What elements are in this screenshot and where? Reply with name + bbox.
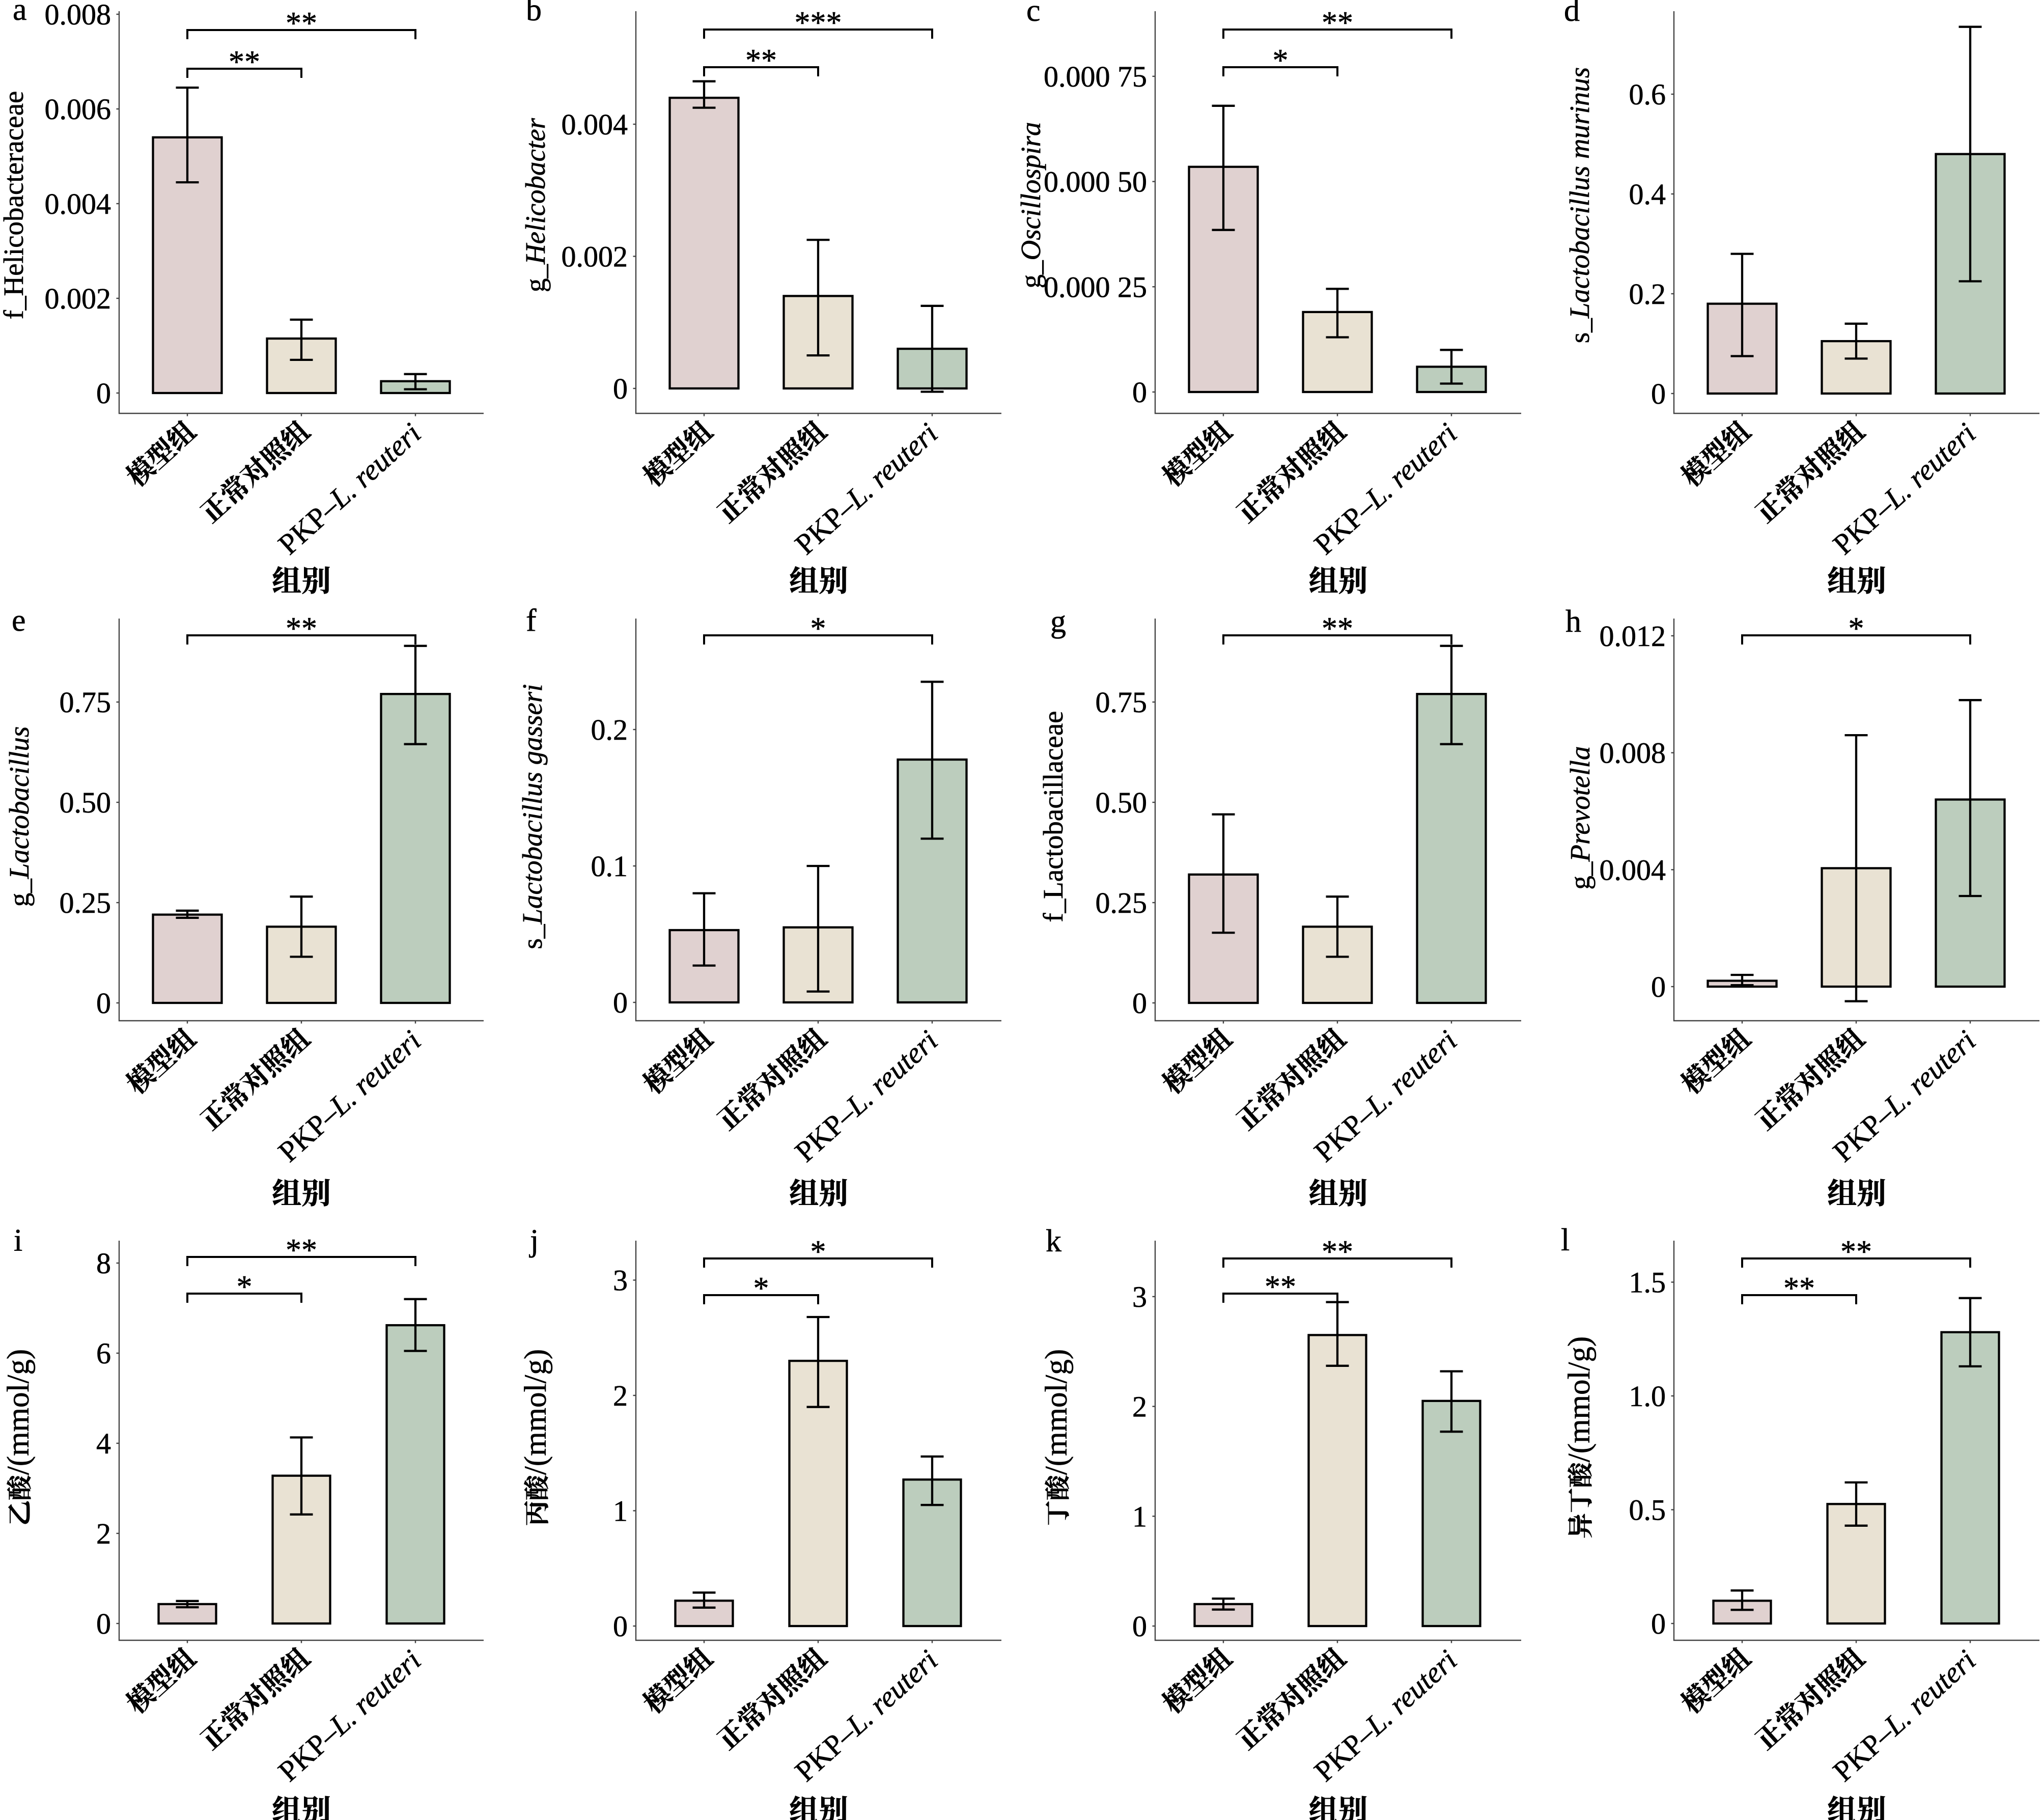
svg-text:0: 0 — [1651, 377, 1666, 410]
svg-text:c: c — [1026, 0, 1041, 28]
svg-text:Lactobacillus murinus: Lactobacillus murinus — [1564, 67, 1595, 319]
svg-text:0: 0 — [613, 1610, 628, 1643]
svg-text:0.5: 0.5 — [1629, 1494, 1666, 1527]
svg-text:3: 3 — [1132, 1280, 1147, 1313]
svg-text:0: 0 — [96, 1607, 111, 1640]
svg-text:0: 0 — [613, 372, 628, 405]
svg-text:h: h — [1565, 604, 1581, 639]
svg-text:8: 8 — [96, 1247, 111, 1280]
svg-text:*: * — [1849, 611, 1864, 646]
svg-text:0.000 50: 0.000 50 — [1044, 165, 1147, 199]
svg-text:Prevotella: Prevotella — [1564, 746, 1596, 862]
svg-text:2: 2 — [96, 1517, 111, 1550]
svg-text:g: g — [1050, 604, 1066, 639]
svg-text:0.75: 0.75 — [60, 686, 111, 719]
svg-text:0.000 25: 0.000 25 — [1044, 270, 1147, 303]
svg-text:**: ** — [286, 611, 317, 646]
svg-text:e: e — [12, 603, 26, 638]
svg-text:0.25: 0.25 — [60, 886, 111, 919]
svg-text:f: f — [526, 603, 537, 638]
svg-text:**: ** — [1322, 611, 1353, 646]
svg-text:*: * — [1273, 43, 1289, 78]
svg-text:0.75: 0.75 — [1096, 686, 1148, 719]
svg-text:0.50: 0.50 — [1096, 786, 1148, 819]
svg-text:2: 2 — [613, 1379, 628, 1412]
svg-text:*: * — [237, 1270, 253, 1304]
svg-text:0.008: 0.008 — [1600, 737, 1666, 770]
svg-text:0.000 75: 0.000 75 — [1044, 60, 1147, 93]
svg-text:0.6: 0.6 — [1629, 78, 1666, 111]
svg-text:**: ** — [1265, 1270, 1296, 1304]
svg-text:**: ** — [745, 43, 777, 78]
svg-text:0: 0 — [1651, 970, 1666, 1003]
svg-text:d: d — [1564, 0, 1580, 28]
svg-text:Lactobacillus: Lactobacillus — [4, 726, 35, 879]
svg-text:**: ** — [1322, 6, 1353, 40]
svg-text:1: 1 — [613, 1495, 628, 1528]
svg-text:0.2: 0.2 — [591, 713, 628, 746]
svg-text:0.002: 0.002 — [562, 240, 628, 273]
svg-text:/(mmol/g): /(mmol/g) — [1562, 1336, 1597, 1462]
svg-text:Helicobacter: Helicobacter — [520, 118, 551, 265]
svg-text:0.004: 0.004 — [562, 108, 628, 141]
svg-text:g_: g_ — [1564, 861, 1596, 890]
svg-text:0.008: 0.008 — [45, 0, 111, 31]
svg-text:i: i — [14, 1223, 22, 1258]
svg-text:0.004: 0.004 — [45, 187, 111, 220]
svg-text:s_: s_ — [517, 924, 548, 949]
svg-text:1.0: 1.0 — [1629, 1380, 1666, 1413]
svg-text:**: ** — [229, 45, 260, 79]
svg-text:6: 6 — [96, 1337, 111, 1370]
svg-text:**: ** — [1840, 1235, 1872, 1269]
svg-text:**: ** — [1783, 1271, 1815, 1306]
svg-text:1.5: 1.5 — [1629, 1266, 1666, 1299]
svg-text:/(mmol/g): /(mmol/g) — [519, 1349, 553, 1475]
svg-text:0.2: 0.2 — [1629, 277, 1666, 311]
svg-text:0.012: 0.012 — [1600, 620, 1666, 653]
svg-text:0: 0 — [1651, 1607, 1666, 1640]
svg-text:**: ** — [286, 6, 317, 41]
svg-text:0.4: 0.4 — [1629, 178, 1666, 211]
svg-text:4: 4 — [96, 1427, 111, 1460]
svg-text:g_: g_ — [1015, 260, 1046, 289]
svg-text:/(mmol/g): /(mmol/g) — [1040, 1349, 1074, 1475]
svg-text:k: k — [1046, 1224, 1061, 1258]
svg-text:2: 2 — [1132, 1390, 1147, 1423]
svg-text:/(mmol/g): /(mmol/g) — [2, 1349, 36, 1475]
svg-text:0.006: 0.006 — [45, 93, 111, 126]
svg-text:1: 1 — [1132, 1500, 1147, 1533]
svg-text:0: 0 — [96, 377, 111, 410]
svg-text:Lactobacillus gasseri: Lactobacillus gasseri — [517, 684, 548, 925]
svg-text:f_Lactobacillaceae: f_Lactobacillaceae — [1038, 711, 1069, 922]
svg-text:0: 0 — [96, 987, 111, 1020]
svg-text:g_: g_ — [4, 879, 35, 907]
svg-text:l: l — [1561, 1223, 1570, 1257]
svg-text:*: * — [810, 611, 826, 646]
svg-text:f_Helicobacteraceae: f_Helicobacteraceae — [0, 91, 29, 320]
svg-text:a: a — [13, 0, 27, 27]
svg-text:0.25: 0.25 — [1096, 886, 1148, 919]
svg-text:j: j — [529, 1223, 539, 1258]
svg-text:s_: s_ — [1564, 318, 1595, 343]
svg-text:g_: g_ — [520, 264, 551, 293]
svg-text:0: 0 — [1132, 1610, 1147, 1643]
svg-text:0.002: 0.002 — [45, 282, 111, 315]
svg-text:0.004: 0.004 — [1600, 853, 1666, 886]
svg-text:0: 0 — [1132, 987, 1147, 1020]
svg-text:3: 3 — [613, 1264, 628, 1297]
svg-text:Oscillospira: Oscillospira — [1015, 122, 1046, 261]
svg-text:0.50: 0.50 — [60, 786, 111, 819]
svg-text:**: ** — [286, 1233, 317, 1268]
svg-text:**: ** — [1322, 1235, 1353, 1269]
svg-text:0.1: 0.1 — [591, 850, 628, 883]
svg-text:b: b — [526, 0, 542, 27]
svg-text:***: *** — [795, 6, 842, 40]
svg-text:0: 0 — [1132, 376, 1147, 409]
svg-text:0: 0 — [613, 986, 628, 1019]
svg-text:*: * — [810, 1235, 826, 1269]
svg-text:*: * — [753, 1271, 769, 1306]
